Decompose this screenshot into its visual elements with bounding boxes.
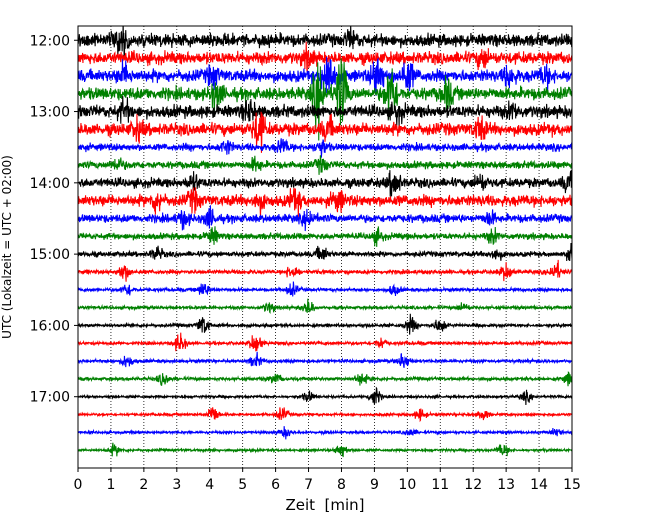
x-tick-label: 8	[337, 477, 346, 493]
x-tick-label: 2	[139, 477, 148, 493]
seismic-trace	[78, 259, 572, 282]
seismic-trace	[78, 371, 572, 387]
seismic-trace	[78, 298, 572, 314]
y-tick-label: 14:00	[30, 176, 70, 192]
seismic-trace	[78, 56, 572, 96]
x-tick-label: 5	[238, 477, 247, 493]
x-tick-label: 7	[304, 477, 313, 493]
x-tick-label: 9	[370, 477, 379, 493]
plot-frame	[77, 25, 573, 469]
seismic-trace	[78, 205, 572, 232]
seismic-trace	[78, 332, 572, 352]
y-axis-ticks: 12:00 13:00 14:00 15:00 16:00 17:00	[30, 33, 78, 406]
x-tick-label: 15	[563, 477, 581, 493]
x-tick-label: 1	[106, 477, 115, 493]
seismic-trace	[78, 407, 572, 423]
y-axis-label: UTC (Lokalzeit = UTC + 02:00)	[0, 155, 14, 339]
seismic-trace	[78, 58, 572, 141]
x-tick-label: 13	[497, 477, 515, 493]
x-axis-label: Zeit [min]	[285, 496, 364, 514]
x-tick-label: 12	[464, 477, 482, 493]
seismic-trace	[78, 169, 572, 197]
seismic-trace	[78, 313, 572, 335]
seismic-trace	[78, 26, 572, 58]
seismic-trace	[78, 426, 572, 440]
seismic-trace	[78, 111, 572, 153]
x-tick-label: 3	[172, 477, 181, 493]
x-axis-ticks: 0 1 2 3 4 5 6 7 8 9 10 11 12 13 14 15	[74, 468, 581, 493]
seismic-trace	[78, 138, 572, 158]
seismic-trace	[78, 243, 572, 262]
seismic-traces	[78, 26, 572, 458]
seismic-trace	[78, 41, 572, 73]
seismic-trace	[78, 281, 572, 297]
seismic-trace	[78, 226, 572, 247]
y-tick-label: 13:00	[30, 105, 70, 121]
x-tick-label: 14	[530, 477, 548, 493]
x-tick-label: 0	[74, 477, 83, 493]
y-tick-label: 17:00	[30, 390, 70, 406]
x-tick-label: 11	[431, 477, 449, 493]
seismic-trace	[78, 442, 572, 458]
seismic-trace	[78, 386, 572, 405]
y-tick-label: 15:00	[30, 247, 70, 263]
x-tick-label: 4	[205, 477, 214, 493]
seismic-trace	[78, 351, 572, 368]
y-tick-label: 12:00	[30, 33, 70, 49]
y-tick-label: 16:00	[30, 318, 70, 334]
x-tick-label: 10	[398, 477, 416, 493]
seismic-trace	[78, 187, 572, 219]
x-tick-label: 6	[271, 477, 280, 493]
seismic-trace	[78, 96, 572, 128]
seismic-trace	[78, 155, 572, 175]
